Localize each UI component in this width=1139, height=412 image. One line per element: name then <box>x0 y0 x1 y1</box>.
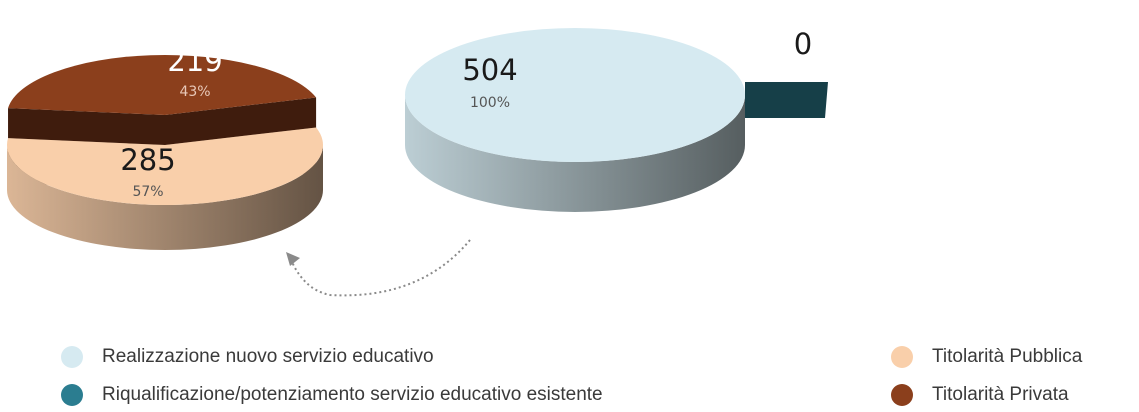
value-label: 504 <box>462 53 517 87</box>
legend-label: Riqualificazione/potenziamento servizio … <box>102 384 603 405</box>
legend-label: Realizzazione nuovo servizio educativo <box>102 346 434 367</box>
value-label: 219 <box>167 44 222 78</box>
percent-label: 43% <box>179 84 210 100</box>
value-label: 285 <box>120 143 175 177</box>
arrow-head <box>286 252 300 266</box>
pie-slice <box>405 28 745 162</box>
legend-label: Titolarità Privata <box>932 384 1069 405</box>
legend-swatch <box>61 346 83 368</box>
pie-slice <box>7 127 323 205</box>
pie-slice <box>745 82 828 118</box>
connector-arrow <box>291 239 471 297</box>
value-label: 0 <box>794 27 812 61</box>
pie-slice <box>8 54 317 115</box>
percent-label: 57% <box>132 184 163 200</box>
legend-label: Titolarità Pubblica <box>932 346 1083 367</box>
legend-swatch <box>891 384 913 406</box>
legend-swatch <box>61 384 83 406</box>
legend-swatch <box>891 346 913 368</box>
pie-side <box>7 145 323 250</box>
percent-label: 100% <box>470 95 510 111</box>
pie-side <box>405 95 745 212</box>
